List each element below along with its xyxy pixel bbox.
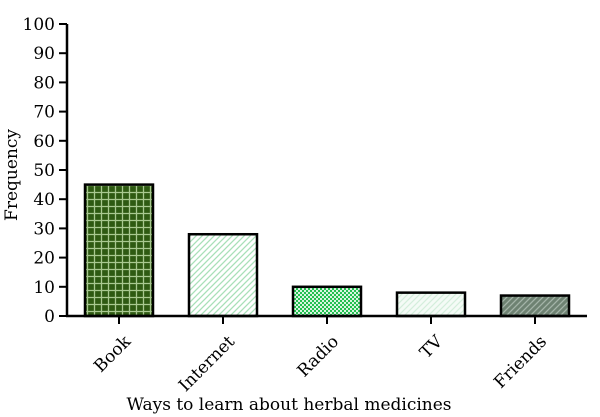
y-tick-label: 10 (33, 278, 55, 298)
bar-radio (291, 285, 363, 318)
x-tick-label: Internet (175, 332, 239, 396)
bar-tv (395, 291, 467, 318)
y-axis-ticks: 0 10 20 30 40 50 60 70 80 90 100 (23, 15, 67, 327)
x-axis-ticks: Book Internet Radio TV Friends (90, 316, 551, 396)
x-tick-label: Book (90, 331, 135, 376)
bar-friends (499, 294, 571, 318)
y-tick-label: 60 (33, 132, 55, 152)
y-tick-label: 40 (33, 190, 55, 210)
x-axis-title: Ways to learn about herbal medicines (126, 395, 451, 415)
y-tick-label: 30 (33, 219, 55, 239)
y-tick-label: 100 (23, 15, 55, 35)
y-axis-title: Frequency (2, 129, 22, 221)
y-tick-label: 90 (33, 44, 55, 64)
y-tick-label: 0 (44, 307, 55, 327)
y-tick-label: 50 (33, 161, 55, 181)
y-tick-label: 20 (33, 249, 55, 269)
x-tick-label: TV (416, 331, 447, 362)
x-tick-label: Radio (294, 332, 343, 381)
y-tick-label: 80 (33, 73, 55, 93)
bar-book (83, 183, 155, 318)
x-tick-label: Friends (490, 332, 551, 393)
y-tick-label: 70 (33, 103, 55, 123)
bar-internet (187, 232, 259, 318)
bars (83, 183, 571, 318)
